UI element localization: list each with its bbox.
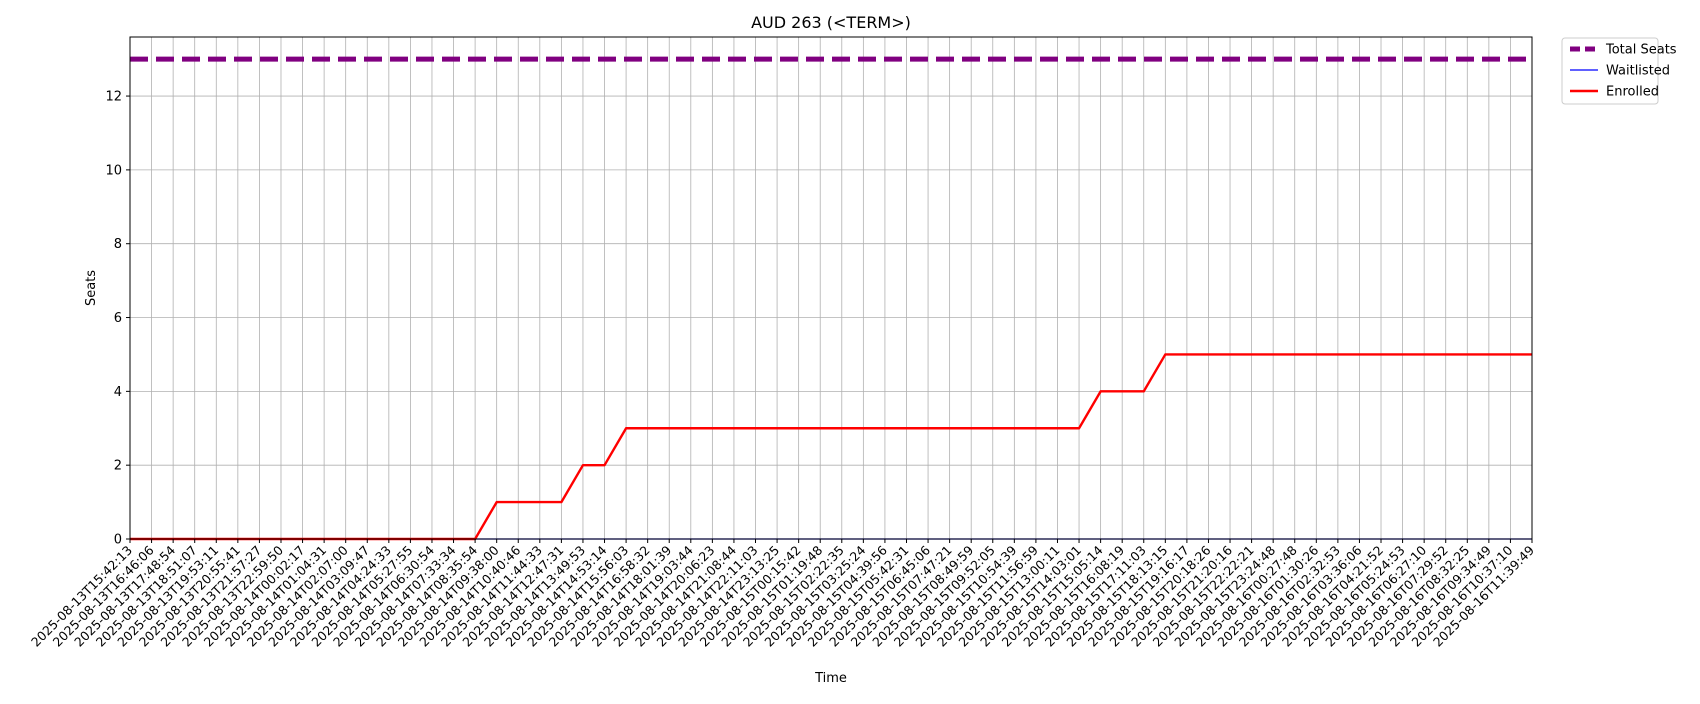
y-tick-label: 4	[114, 385, 122, 400]
y-tick-label: 8	[114, 237, 122, 252]
enrolled-line	[130, 353, 1532, 541]
y-tick-label: 12	[105, 90, 122, 105]
legend-label-enrolled: Enrolled	[1606, 85, 1659, 100]
x-axis-label: Time	[814, 671, 847, 686]
y-tick-label: 2	[114, 459, 122, 474]
y-tick-label: 0	[114, 533, 122, 548]
axes: 2025-08-13T15:42:132025-08-13T16:46:0620…	[28, 90, 1537, 650]
legend-label-waitlisted: Waitlisted	[1606, 64, 1670, 79]
y-tick-label: 10	[105, 163, 122, 178]
y-tick-label: 6	[114, 311, 122, 326]
legend-label-total-seats: Total Seats	[1605, 43, 1677, 58]
chart-title: AUD 263 (<TERM>)	[751, 13, 911, 32]
grid	[129, 37, 1533, 540]
series-lines	[130, 56, 1532, 541]
y-axis-label: Seats	[84, 270, 99, 306]
plot-frame	[129, 36, 1533, 540]
legend-box	[1561, 37, 1659, 105]
legend: Total Seats Waitlisted Enrolled	[1561, 37, 1677, 105]
